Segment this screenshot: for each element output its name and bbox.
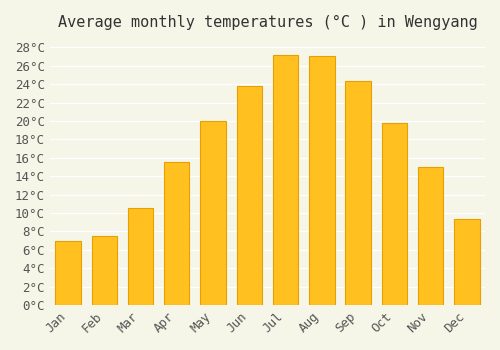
Bar [382, 123, 407, 305]
Bar [273, 55, 298, 305]
Bar [454, 219, 479, 305]
Title: Average monthly temperatures (°C ) in Wengyang: Average monthly temperatures (°C ) in We… [58, 15, 478, 30]
Bar [164, 162, 190, 305]
Bar [128, 208, 153, 305]
Bar [200, 121, 226, 305]
Bar [418, 167, 444, 305]
Bar [92, 236, 117, 305]
Bar [56, 240, 80, 305]
Bar [309, 56, 334, 305]
Bar [346, 82, 371, 305]
Bar [236, 86, 262, 305]
